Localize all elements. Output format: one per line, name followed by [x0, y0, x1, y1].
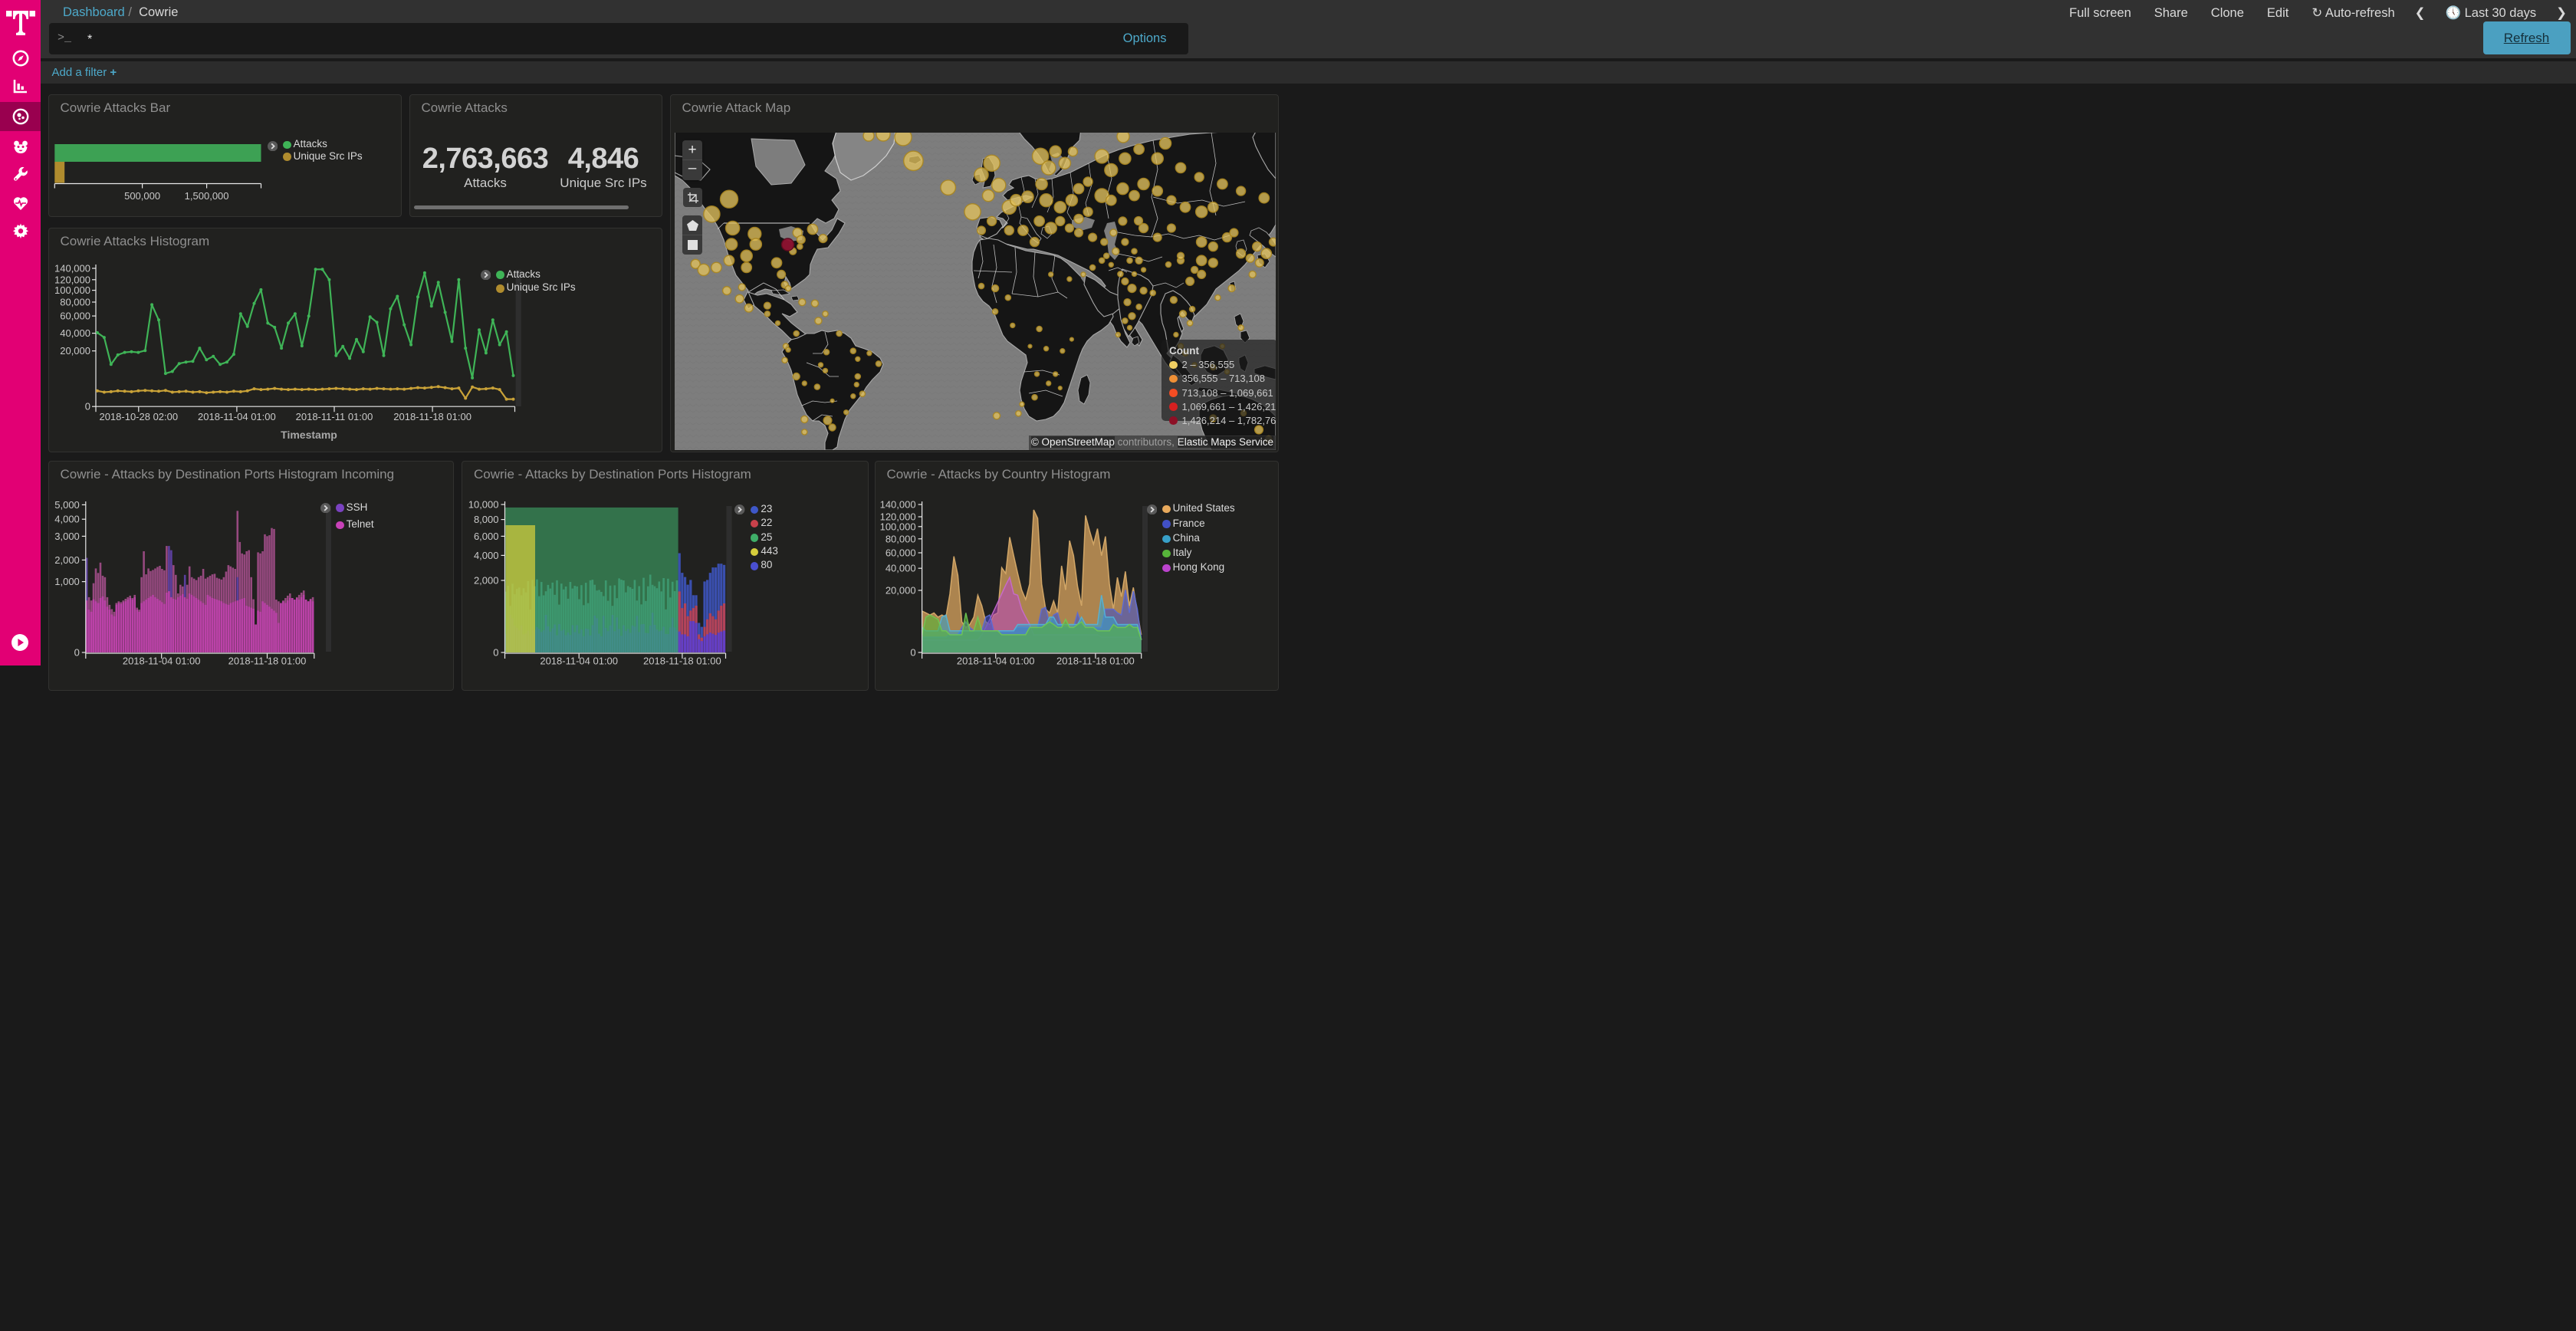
- svg-text:Timestamp: Timestamp: [281, 429, 337, 441]
- svg-text:1,000: 1,000: [54, 576, 80, 587]
- svg-text:80,000: 80,000: [60, 297, 90, 308]
- svg-text:2018-11-04 01:00: 2018-11-04 01:00: [198, 411, 276, 422]
- svg-text:500,000: 500,000: [124, 190, 160, 202]
- svg-text:2018-11-04 01:00: 2018-11-04 01:00: [957, 656, 1035, 666]
- svg-text:2018-11-18 01:00: 2018-11-18 01:00: [1056, 656, 1135, 666]
- svg-text:60,000: 60,000: [60, 311, 90, 322]
- svg-text:4,000: 4,000: [54, 514, 80, 525]
- svg-text:20,000: 20,000: [886, 585, 916, 596]
- svg-text:8,000: 8,000: [474, 514, 499, 525]
- svg-text:120,000: 120,000: [880, 511, 916, 523]
- svg-text:100,000: 100,000: [54, 284, 90, 296]
- svg-text:2,000: 2,000: [54, 554, 80, 566]
- svg-text:2018-11-18 01:00: 2018-11-18 01:00: [228, 656, 307, 666]
- svg-text:20,000: 20,000: [60, 345, 90, 357]
- svg-text:1,500,000: 1,500,000: [185, 190, 229, 202]
- svg-text:140,000: 140,000: [880, 499, 916, 511]
- svg-text:140,000: 140,000: [54, 263, 90, 274]
- svg-text:0: 0: [85, 401, 90, 412]
- svg-text:5,000: 5,000: [54, 499, 80, 511]
- svg-text:120,000: 120,000: [54, 274, 90, 285]
- svg-text:0: 0: [493, 647, 498, 659]
- svg-text:2018-11-18 01:00: 2018-11-18 01:00: [393, 411, 472, 422]
- svg-text:2018-10-28 02:00: 2018-10-28 02:00: [99, 411, 178, 422]
- svg-text:100,000: 100,000: [880, 521, 916, 532]
- svg-text:4,000: 4,000: [474, 550, 499, 561]
- svg-text:3,000: 3,000: [54, 531, 80, 542]
- svg-text:2018-11-04 01:00: 2018-11-04 01:00: [123, 656, 201, 666]
- svg-text:0: 0: [74, 647, 80, 659]
- svg-text:80,000: 80,000: [886, 533, 916, 544]
- svg-text:40,000: 40,000: [60, 327, 90, 339]
- svg-text:60,000: 60,000: [886, 547, 916, 559]
- svg-text:2018-11-04 01:00: 2018-11-04 01:00: [540, 656, 618, 666]
- svg-text:40,000: 40,000: [886, 563, 916, 574]
- svg-text:0: 0: [910, 647, 915, 659]
- svg-text:2018-11-18 01:00: 2018-11-18 01:00: [643, 656, 721, 666]
- svg-text:6,000: 6,000: [474, 531, 499, 542]
- svg-text:10,000: 10,000: [468, 499, 499, 511]
- svg-text:2,000: 2,000: [474, 575, 499, 587]
- svg-text:2018-11-11 01:00: 2018-11-11 01:00: [296, 411, 373, 422]
